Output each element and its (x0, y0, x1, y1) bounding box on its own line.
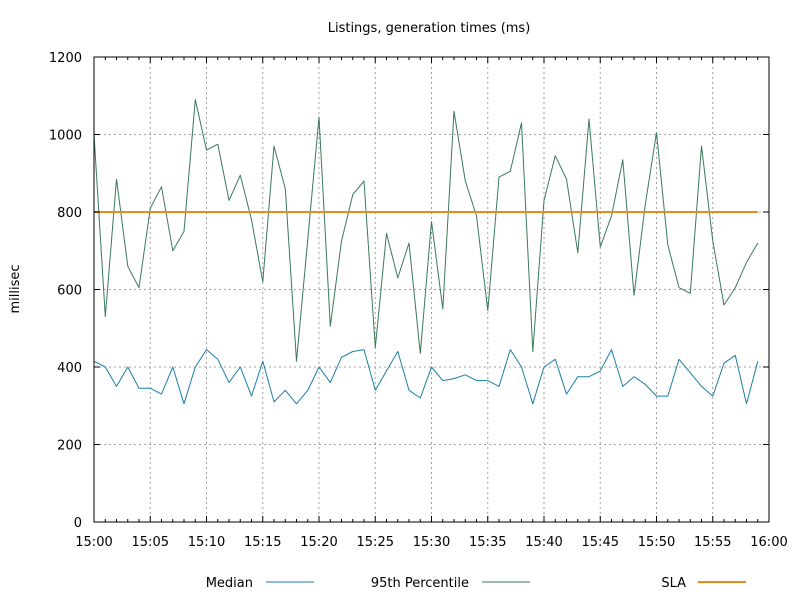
y-tick-label: 600 (57, 284, 82, 299)
x-tick-label: 15:55 (694, 535, 731, 550)
legend-label: Median (206, 576, 253, 591)
series-median-line (93, 349, 759, 405)
legend-label: 95th Percentile (371, 576, 469, 591)
legend-label: SLA (661, 576, 686, 591)
axes: 0 200 400 600 800 1000 1200 15:00 15:05 15:10 15:1… (49, 51, 788, 550)
x-tick-label: 15:45 (582, 535, 619, 550)
series-95th-percentile-line (93, 99, 759, 362)
x-tick-label: 15:15 (244, 535, 281, 550)
x-tick-label: 15:25 (357, 535, 394, 550)
grid-lines (94, 57, 769, 522)
x-tick-label: 15:35 (469, 535, 506, 550)
y-tick-label: 1000 (49, 129, 82, 144)
series-layer (93, 99, 759, 405)
x-tick-label: 15:50 (638, 535, 675, 550)
y-tick-label: 400 (57, 361, 82, 376)
x-tick-label: 15:05 (132, 535, 169, 550)
x-tick-label: 15:30 (413, 535, 450, 550)
chart-title: Listings, generation times (ms) (328, 21, 531, 36)
x-tick-label: 16:00 (750, 535, 787, 550)
x-tick-label: 15:20 (300, 535, 337, 550)
y-tick-label: 200 (57, 439, 82, 454)
y-tick-label: 1200 (49, 51, 82, 66)
x-tick-label: 15:00 (75, 535, 112, 550)
x-tick-label: 15:40 (525, 535, 562, 550)
y-tick-label: 800 (57, 206, 82, 221)
y-tick-label: 0 (74, 516, 82, 531)
x-tick-label: 15:10 (188, 535, 225, 550)
y-axis-label: millisec (8, 264, 23, 313)
legend: Median 95th Percentile SLA (206, 576, 746, 591)
